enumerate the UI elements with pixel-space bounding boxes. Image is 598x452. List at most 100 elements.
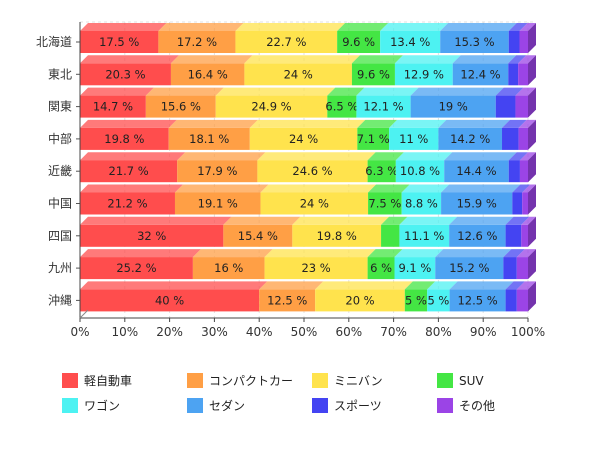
bar-segment: [515, 95, 528, 118]
data-label: 14.4 %: [456, 164, 496, 178]
bar-top-face: [435, 249, 512, 258]
data-label: 17.9 %: [197, 164, 237, 178]
bar-top-face: [452, 55, 517, 64]
bar-top-face: [449, 281, 514, 290]
data-label: 12.6 %: [457, 229, 497, 243]
axis-depth-line: [79, 309, 89, 319]
bar-side-face: [528, 87, 536, 118]
bar-segment: [381, 224, 400, 247]
bar-top-face: [80, 184, 183, 193]
data-label: 18.1 %: [189, 132, 229, 146]
bar-side-face: [528, 216, 536, 247]
data-label: 16.4 %: [188, 67, 228, 81]
bar-segment: [399, 224, 450, 247]
data-label: 24 %: [300, 197, 329, 211]
x-tick-label: 100%: [511, 325, 545, 339]
bar-top-face: [444, 152, 517, 161]
legend-label: 軽自動車: [84, 374, 132, 388]
bar-segment: [512, 192, 523, 215]
data-label: 7.5 %: [368, 197, 401, 211]
legend-swatch: [437, 373, 453, 388]
bar-top-face: [395, 152, 453, 161]
bar-segment: [80, 95, 146, 118]
bar-segment: [438, 127, 503, 150]
data-label: 12.5 %: [267, 293, 307, 307]
legend-swatch: [62, 398, 78, 413]
bar-segment: [518, 63, 528, 86]
bar-segment: [80, 257, 193, 280]
bar-segment: [177, 160, 258, 183]
data-label: 14.7 %: [93, 100, 133, 114]
data-label: 23 %: [301, 261, 330, 275]
bar-top-face: [394, 249, 444, 258]
bar-segment: [505, 289, 517, 312]
bar-top-face: [80, 87, 154, 96]
legend-label: セダン: [209, 398, 245, 413]
bar-top-face: [80, 55, 179, 64]
bar-top-face: [170, 55, 253, 64]
bar-segment: [394, 63, 453, 86]
legend-label: スポーツ: [334, 399, 382, 413]
data-label: 9.6 %: [342, 35, 375, 49]
bar-top-face: [215, 87, 336, 96]
bar-top-face: [508, 23, 528, 31]
bar-top-face: [80, 119, 177, 128]
bar-segment: [327, 95, 357, 118]
data-label: 24.9 %: [251, 100, 291, 114]
bar-top-face: [257, 152, 376, 161]
bar-top-face: [264, 249, 376, 258]
data-label: 16 %: [214, 261, 243, 275]
data-label: 15.6 %: [161, 100, 201, 114]
bar-top-face: [508, 55, 527, 64]
bar-top-face: [515, 87, 536, 96]
bar-segment: [235, 31, 338, 53]
bar-top-face: [259, 281, 324, 290]
bar-top-face: [394, 55, 461, 64]
bar-segment: [80, 31, 159, 53]
bar-top-face: [244, 55, 360, 64]
x-tick-label: 50%: [291, 325, 318, 339]
data-label: 19.1 %: [198, 197, 238, 211]
bar-segment: [158, 31, 236, 53]
bar-top-face: [505, 281, 525, 290]
x-tick-label: 60%: [335, 325, 362, 339]
data-label: 19.8 %: [317, 229, 357, 243]
data-label: 6.3 %: [365, 164, 398, 178]
data-label: 5 %: [405, 293, 427, 307]
data-label: 40 %: [155, 293, 184, 307]
bar-top-face: [427, 281, 458, 290]
bar-segment: [505, 224, 522, 247]
bar-segment: [174, 192, 261, 215]
bar-top-face: [440, 23, 517, 31]
bar-segment: [435, 257, 504, 280]
data-label: 20 %: [345, 293, 374, 307]
data-label: 15.2 %: [449, 261, 489, 275]
bar-segment: [351, 63, 395, 86]
legend-label: ミニバン: [334, 374, 383, 388]
bar-segment: [518, 127, 528, 150]
bar-segment: [521, 224, 528, 247]
bar-segment: [508, 31, 520, 53]
bar-top-face: [441, 184, 521, 193]
bar-segment: [80, 63, 171, 86]
bar-segment: [260, 192, 369, 215]
category-label: 関東: [48, 100, 72, 114]
bar-segment: [449, 289, 506, 312]
data-label: 14.2 %: [450, 132, 490, 146]
category-label: 中部: [48, 131, 72, 146]
bar-segment: [519, 31, 528, 53]
bar-side-face: [528, 249, 536, 280]
bar-top-face: [80, 281, 268, 290]
legend-swatch: [312, 398, 328, 413]
bar-top-face: [80, 23, 167, 31]
data-label: 17.2 %: [177, 35, 217, 49]
bar-segment: [168, 127, 250, 150]
data-label: 24.6 %: [292, 164, 332, 178]
bar-top-face: [158, 23, 244, 31]
bar-segment: [259, 289, 316, 312]
bar-segment: [223, 224, 293, 247]
bar-top-face: [389, 119, 447, 128]
bar-top-face: [522, 184, 536, 193]
bar-top-face: [292, 216, 390, 225]
bar-side-face: [528, 55, 536, 86]
